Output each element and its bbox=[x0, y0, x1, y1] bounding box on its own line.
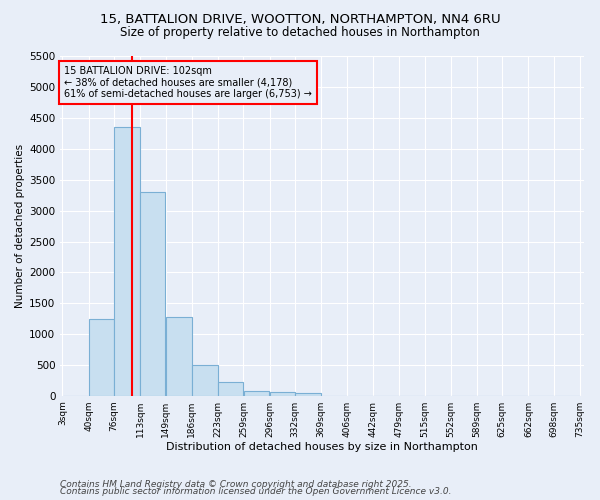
Bar bbox=[140, 192, 166, 396]
Bar bbox=[270, 392, 295, 396]
Text: Size of property relative to detached houses in Northampton: Size of property relative to detached ho… bbox=[120, 26, 480, 39]
X-axis label: Distribution of detached houses by size in Northampton: Distribution of detached houses by size … bbox=[166, 442, 478, 452]
Bar bbox=[295, 393, 321, 396]
Y-axis label: Number of detached properties: Number of detached properties bbox=[15, 144, 25, 308]
Bar bbox=[114, 128, 140, 396]
Text: Contains public sector information licensed under the Open Government Licence v3: Contains public sector information licen… bbox=[60, 487, 452, 496]
Bar bbox=[244, 391, 269, 396]
Bar bbox=[166, 317, 191, 396]
Bar bbox=[89, 318, 114, 396]
Text: 15, BATTALION DRIVE, WOOTTON, NORTHAMPTON, NN4 6RU: 15, BATTALION DRIVE, WOOTTON, NORTHAMPTO… bbox=[100, 12, 500, 26]
Text: 15 BATTALION DRIVE: 102sqm
← 38% of detached houses are smaller (4,178)
61% of s: 15 BATTALION DRIVE: 102sqm ← 38% of deta… bbox=[64, 66, 311, 99]
Bar bbox=[218, 382, 243, 396]
Bar bbox=[192, 365, 218, 396]
Text: Contains HM Land Registry data © Crown copyright and database right 2025.: Contains HM Land Registry data © Crown c… bbox=[60, 480, 412, 489]
